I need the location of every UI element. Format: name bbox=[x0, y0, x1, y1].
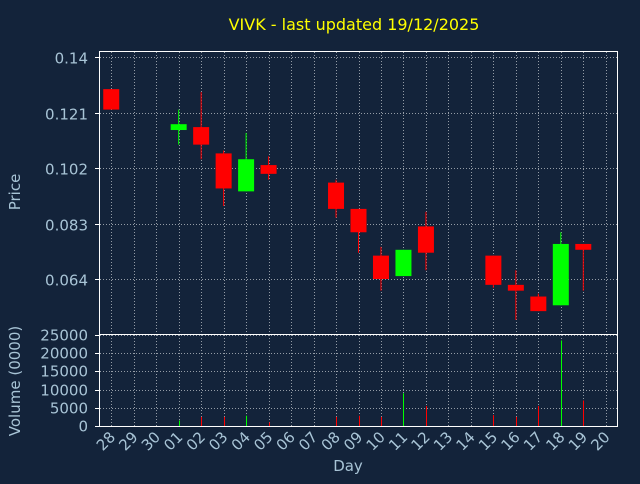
candle-body bbox=[238, 159, 255, 192]
candle-body bbox=[215, 153, 232, 189]
price-y-tick-label: 0.102 bbox=[45, 161, 88, 179]
candle-body bbox=[372, 255, 389, 279]
candle bbox=[238, 132, 255, 192]
candle bbox=[350, 208, 367, 253]
price-y-tick-labels: 0.14 0.121 0.102 0.083 0.064 bbox=[45, 50, 88, 290]
candle bbox=[328, 179, 345, 218]
candle-body bbox=[530, 296, 547, 312]
candle-body bbox=[350, 208, 367, 233]
volume-y-tick-label: 25000 bbox=[40, 327, 88, 345]
candle-body bbox=[170, 124, 187, 131]
price-y-tick-label: 0.064 bbox=[45, 272, 88, 290]
candle bbox=[552, 232, 569, 306]
candle bbox=[485, 255, 502, 288]
price-y-tick-label: 0.14 bbox=[55, 50, 88, 68]
candle-body bbox=[507, 284, 524, 291]
volume-y-tick-label: 20000 bbox=[40, 345, 88, 363]
volume-y-tick-label: 15000 bbox=[40, 363, 88, 381]
volume-y-tick-label: 10000 bbox=[40, 382, 88, 400]
price-axis-label: Price bbox=[6, 174, 24, 211]
candle-body bbox=[103, 89, 120, 110]
x-tick-labels: 2829300102030405060708091011121314151617… bbox=[93, 428, 614, 454]
volume-y-tick-label: 5000 bbox=[50, 400, 88, 418]
candle bbox=[507, 270, 524, 320]
candle-body bbox=[328, 182, 345, 209]
candle-body bbox=[552, 243, 569, 306]
volume-bars bbox=[179, 340, 584, 426]
candle bbox=[575, 243, 592, 291]
candles bbox=[103, 89, 592, 320]
price-y-tick-label: 0.121 bbox=[45, 106, 88, 124]
candle-body bbox=[193, 127, 210, 145]
candle bbox=[260, 156, 277, 180]
chart-title: VIVK - last updated 19/12/2025 bbox=[229, 15, 480, 34]
candle-body bbox=[575, 243, 592, 250]
candle bbox=[372, 246, 389, 291]
candle-body bbox=[395, 249, 412, 277]
candle bbox=[417, 211, 434, 271]
candle bbox=[395, 249, 412, 277]
candle-body bbox=[485, 255, 502, 285]
price-y-tick-label: 0.083 bbox=[45, 217, 88, 235]
candle bbox=[215, 150, 232, 206]
candle bbox=[193, 92, 210, 160]
candle bbox=[530, 293, 547, 312]
candle-body bbox=[417, 226, 434, 253]
volume-panel-frame bbox=[99, 334, 618, 427]
candle bbox=[170, 109, 187, 145]
volume-y-tick-label: 0 bbox=[78, 418, 88, 436]
candle-body bbox=[260, 165, 277, 174]
x-axis-label: Day bbox=[333, 457, 363, 475]
candle bbox=[103, 89, 120, 110]
volume-axis-label: Volume (0000) bbox=[6, 326, 24, 436]
